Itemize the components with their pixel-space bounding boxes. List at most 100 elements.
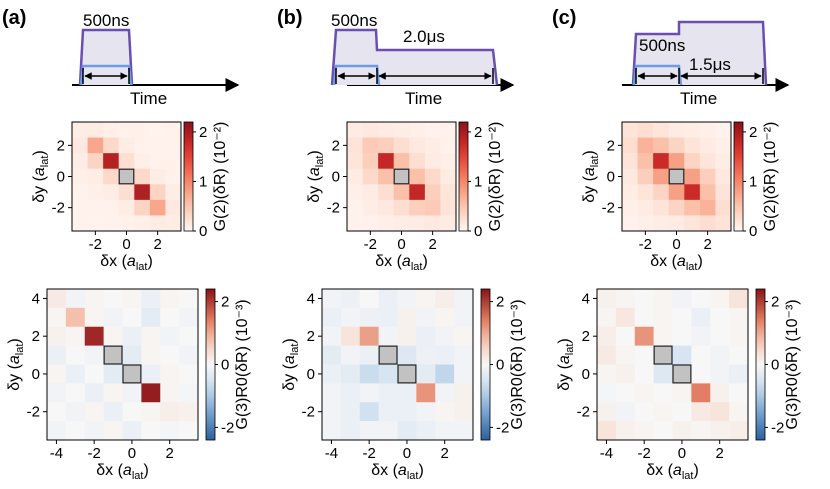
heatmap-cell	[684, 184, 701, 201]
heatmap-cell	[729, 364, 749, 384]
heatmap-cell	[340, 383, 361, 403]
heatmap-cell	[65, 307, 86, 328]
colorbar-gradient	[205, 288, 216, 441]
colorbar-tick-label: -2	[496, 419, 509, 436]
heatmap-cell	[653, 184, 670, 201]
heatmap-cell	[118, 153, 135, 170]
heatmap-cell	[362, 122, 379, 138]
heatmap-cell	[416, 307, 436, 328]
heatmap-cell	[710, 421, 730, 441]
heatmap-cell	[440, 168, 457, 185]
heatmap-cell	[393, 184, 410, 201]
heatmap-cell	[65, 421, 86, 441]
heatmap-cell	[84, 402, 104, 422]
heatmap-cell	[141, 402, 161, 422]
masked-cell	[668, 168, 685, 185]
x-axis-label-sub: lat	[132, 470, 144, 482]
y-tick-label: 0	[607, 169, 615, 186]
heatmap-cell	[72, 122, 88, 138]
y-tick-label: 4	[307, 290, 315, 307]
heatmap-cell	[710, 326, 730, 346]
heatmap-cell	[634, 289, 654, 309]
heatmap-cell	[729, 326, 749, 346]
y-tick-label: -2	[52, 200, 65, 217]
heatmap-cell	[622, 184, 638, 201]
heatmap-cell	[397, 421, 417, 441]
panel-label: (a)	[2, 7, 26, 29]
x-tick-label: 0	[678, 445, 686, 462]
colorbar-tick-label: 2	[749, 124, 757, 141]
y-tick-label: 0	[57, 169, 65, 186]
heatmap-cell	[615, 421, 636, 441]
heatmap-cell	[710, 383, 730, 403]
heatmap-cell	[165, 215, 182, 232]
heatmap-cell	[597, 289, 617, 309]
colorbar-tick-label: 2	[474, 124, 482, 141]
heatmap-cell	[160, 307, 180, 328]
inner-duration-label: 500ns	[331, 11, 377, 30]
heatmap-cell	[122, 421, 142, 441]
heatmap-cell	[165, 199, 182, 216]
masked-cell	[118, 168, 135, 185]
heatmap-cell	[597, 345, 617, 365]
x-axis-label-close: )	[147, 253, 152, 270]
heatmap-cell	[84, 383, 104, 403]
y-axis-label-sub: lat	[314, 156, 326, 168]
heatmap-cell	[179, 326, 199, 346]
colorbar-tick-label: 1	[749, 173, 757, 190]
heatmap-cell	[347, 184, 363, 201]
heatmap-cell	[653, 326, 673, 346]
heatmap-cell	[103, 215, 120, 232]
x-tick-label: -4	[325, 445, 338, 462]
heatmap-cell	[347, 199, 363, 216]
y-axis-label-main: δy (	[31, 175, 48, 202]
heatmap-cell	[397, 307, 417, 328]
heatmap-cell	[103, 383, 123, 403]
heatmap-cell	[729, 289, 749, 309]
heatmap-cell	[87, 199, 104, 216]
heatmap-cell	[699, 153, 716, 170]
heatmap-cell	[359, 307, 379, 328]
colorbar: 2 0 -2 G(3)R0(δR) (10⁻³)	[755, 288, 801, 441]
masked-cell-outline	[653, 345, 673, 365]
x-tick-label: -2	[89, 236, 102, 253]
heatmap-cell	[149, 122, 166, 138]
heatmap-cell	[103, 326, 123, 346]
heatmap-cell	[84, 364, 104, 384]
y-axis-label-close: )	[556, 338, 573, 343]
heatmap-cell	[634, 345, 654, 365]
y-axis-label-close: )	[31, 150, 48, 155]
heatmap-cell	[179, 307, 199, 328]
heatmap-cell	[729, 307, 749, 328]
heatmap-cell	[103, 289, 123, 309]
y-tick-label: -2	[27, 404, 40, 421]
heatmap-cell	[103, 421, 123, 441]
heatmap-cell	[622, 215, 638, 232]
x-axis-label-close: )	[143, 462, 148, 479]
heatmap-cell	[72, 184, 88, 201]
heatmap-cell	[65, 402, 86, 422]
heatmap-cell	[122, 402, 142, 422]
y-tick-label: 4	[582, 290, 590, 307]
colorbar-tick-label: 1	[199, 173, 207, 190]
heatmap-cell	[424, 184, 441, 201]
pulse-outer	[330, 28, 499, 86]
colorbar-tick-label: 0	[474, 223, 482, 240]
heatmap-cell	[715, 184, 732, 201]
heatmap-cell	[435, 364, 455, 384]
heatmap-cell	[615, 345, 636, 365]
heatmap-cell	[424, 215, 441, 232]
masked-cell	[653, 345, 673, 365]
heatmap-cell	[435, 421, 455, 441]
heatmap-cell	[103, 307, 123, 328]
heatmap-cell	[378, 153, 395, 170]
heatmap-cell	[359, 289, 379, 309]
heatmap-cell	[597, 383, 617, 403]
x-axis-label-close: )	[422, 253, 427, 270]
heatmap-cell	[179, 383, 199, 403]
heatmap-cell	[416, 289, 436, 309]
heatmap-cell	[359, 402, 379, 422]
heatmap-cell	[47, 383, 67, 403]
heatmap-cell	[409, 184, 426, 201]
